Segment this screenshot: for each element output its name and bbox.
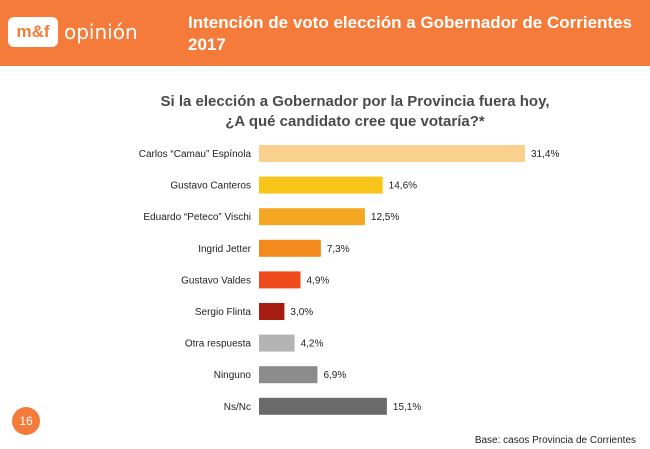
category-label: Ns/Nc (224, 402, 251, 413)
survey-question: Si la elección a Gobernador por la Provi… (0, 92, 650, 132)
header-banner: m&f opinión Intención de voto elección a… (0, 0, 650, 66)
bar (259, 176, 383, 194)
value-label: 12,5% (371, 212, 399, 223)
category-label: Ingrid Jetter (198, 244, 251, 255)
value-label: 4,2% (301, 339, 324, 350)
value-label: 15,1% (393, 402, 421, 413)
base-footnote: Base: casos Provincia de Corrientes (474, 435, 636, 446)
value-label: 4,9% (307, 275, 330, 286)
page-title-line1: Intención de voto elección a Gobernador … (188, 13, 632, 32)
value-label: 7,3% (327, 244, 350, 255)
question-line1: Si la elección a Gobernador por la Provi… (160, 93, 550, 110)
category-label: Ninguno (214, 370, 252, 381)
category-label: Sergio Flinta (195, 307, 252, 318)
bar (259, 239, 321, 257)
bar (259, 366, 318, 384)
category-label: Gustavo Canteros (170, 181, 251, 192)
value-label: 31,4% (531, 149, 559, 160)
value-label: 3,0% (290, 307, 313, 318)
category-label: Carlos “Camau” Espínola (139, 149, 252, 160)
page-title-line2: 2017 (188, 35, 226, 54)
bar (259, 271, 301, 289)
value-label: 6,9% (323, 370, 346, 381)
logo-mark: m&f (16, 22, 50, 41)
bar (259, 303, 285, 320)
logo-wordmark: opinión (64, 20, 138, 44)
category-label: Otra respuesta (185, 339, 252, 350)
question-line2: ¿A qué candidato cree que votaría?* (225, 113, 485, 130)
brand-logo: m&f (8, 17, 58, 47)
bar (259, 397, 387, 415)
category-label: Eduardo “Peteco” Vischi (143, 212, 251, 223)
value-label: 14,6% (389, 181, 417, 192)
category-label: Gustavo Valdes (181, 275, 251, 286)
page-number-badge: 16 (12, 407, 40, 435)
bar (259, 334, 295, 352)
bar (259, 208, 365, 226)
page-title: Intención de voto elección a Gobernador … (188, 12, 638, 56)
bar (259, 145, 525, 162)
